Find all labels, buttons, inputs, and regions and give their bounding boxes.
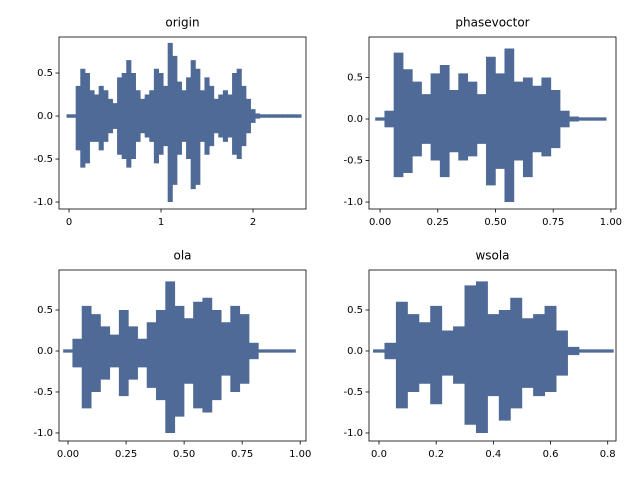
subplot-title: phasevoctor <box>455 16 529 30</box>
x-tick-label: 0 <box>66 217 72 228</box>
y-tick-label: -1.0 <box>343 197 363 208</box>
y-tick-label: 0.5 <box>347 305 363 316</box>
axes-frame <box>368 36 617 210</box>
axes-frame <box>58 36 307 210</box>
subplot-title: ola <box>173 249 191 263</box>
y-tick-label: 0.0 <box>347 346 363 357</box>
x-tick-label: 0.25 <box>115 449 137 460</box>
x-tick-label: 0.4 <box>485 449 501 460</box>
x-tick-label: 0.8 <box>600 449 616 460</box>
x-tick-label: 0.25 <box>427 217 449 228</box>
axes-frame <box>368 269 617 442</box>
x-tick-label: 1.00 <box>600 217 622 228</box>
subplot-title: origin <box>165 16 199 30</box>
y-tick-label: 0.0 <box>37 111 53 122</box>
y-tick-label: 0.5 <box>37 68 53 79</box>
x-tick-label: 0.0 <box>371 449 387 460</box>
y-tick-label: 0.5 <box>347 73 363 84</box>
x-tick-label: 0.75 <box>231 449 253 460</box>
x-tick-label: 2 <box>250 217 256 228</box>
subplot-title: wsola <box>475 249 509 263</box>
y-tick-label: -0.5 <box>343 156 363 167</box>
y-tick-label: -0.5 <box>33 154 53 165</box>
y-tick-label: -0.5 <box>33 387 53 398</box>
x-tick-label: 1 <box>158 217 164 228</box>
y-tick-label: -1.0 <box>33 428 53 439</box>
x-tick-label: 0.50 <box>173 449 195 460</box>
y-tick-label: 0.5 <box>37 305 53 316</box>
x-tick-label: 0.75 <box>542 217 564 228</box>
y-tick-label: -1.0 <box>343 428 363 439</box>
x-tick-label: 0.2 <box>428 449 444 460</box>
x-tick-label: 0.00 <box>57 449 79 460</box>
y-tick-label: -0.5 <box>343 387 363 398</box>
y-tick-label: -1.0 <box>33 197 53 208</box>
y-tick-label: 0.0 <box>347 114 363 125</box>
x-tick-label: 1.00 <box>289 449 311 460</box>
x-tick-label: 0.50 <box>484 217 506 228</box>
x-tick-label: 0.6 <box>543 449 559 460</box>
x-tick-label: 0.00 <box>369 217 391 228</box>
axes-frame <box>58 269 307 442</box>
y-tick-label: 0.0 <box>37 346 53 357</box>
